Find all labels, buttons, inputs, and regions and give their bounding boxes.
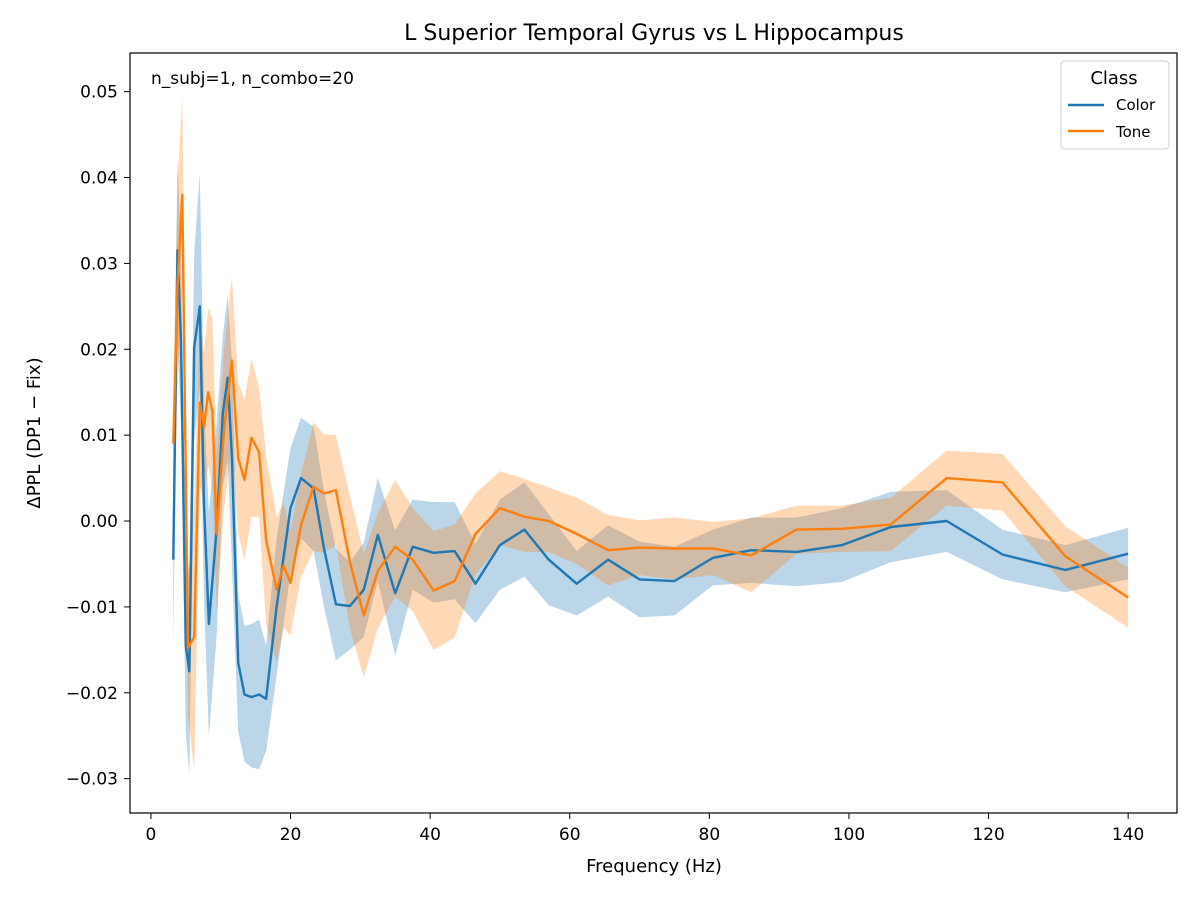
x-tick-label: 80 xyxy=(699,825,721,845)
y-tick-label: 0.05 xyxy=(80,83,118,103)
x-tick-label: 20 xyxy=(280,825,302,845)
legend-box xyxy=(1060,60,1170,150)
y-tick-label: 0.03 xyxy=(80,254,118,274)
confidence-bands xyxy=(173,95,1129,775)
y-tick-label: 0.02 xyxy=(80,340,118,360)
sample-size-annotation: n_subj=1, n_combo=20 xyxy=(151,69,354,89)
legend-title: Class xyxy=(1090,68,1137,89)
x-tick-label: 140 xyxy=(1112,825,1144,845)
y-tick-label: 0.04 xyxy=(80,169,118,189)
tone-band xyxy=(173,95,1129,771)
series-lines xyxy=(172,193,1129,700)
x-tick-label: 100 xyxy=(833,825,865,845)
color-band xyxy=(173,160,1129,775)
legend-label-tone: Tone xyxy=(1115,123,1151,141)
plot-frame xyxy=(129,52,1178,814)
tone-line xyxy=(172,193,1129,650)
x-axis-ticks: 0 20 40 60 80 100 120 140 xyxy=(146,813,1144,845)
y-tick-label: −0.02 xyxy=(66,684,118,704)
x-tick-label: 60 xyxy=(559,825,581,845)
y-tick-label: 0.01 xyxy=(80,426,118,446)
y-tick-label: 0.00 xyxy=(80,512,118,532)
y-axis-ticks: −0.03 −0.02 −0.01 0.00 0.01 0.02 0.03 0.04 0.05 xyxy=(66,83,130,790)
x-tick-label: 120 xyxy=(972,825,1004,845)
legend: Class Color Tone xyxy=(1060,60,1170,150)
x-tick-label: 0 xyxy=(146,825,157,845)
color-line xyxy=(172,249,1129,700)
legend-label-color: Color xyxy=(1116,96,1156,114)
y-axis-label: ΔPPL (DP1 − Fix) xyxy=(24,357,45,508)
chart-title: L Superior Temporal Gyrus vs L Hippocamp… xyxy=(404,21,904,46)
x-tick-label: 40 xyxy=(419,825,441,845)
y-tick-label: −0.01 xyxy=(66,598,118,618)
x-axis-label: Frequency (Hz) xyxy=(586,856,722,877)
y-tick-label: −0.03 xyxy=(66,770,118,790)
